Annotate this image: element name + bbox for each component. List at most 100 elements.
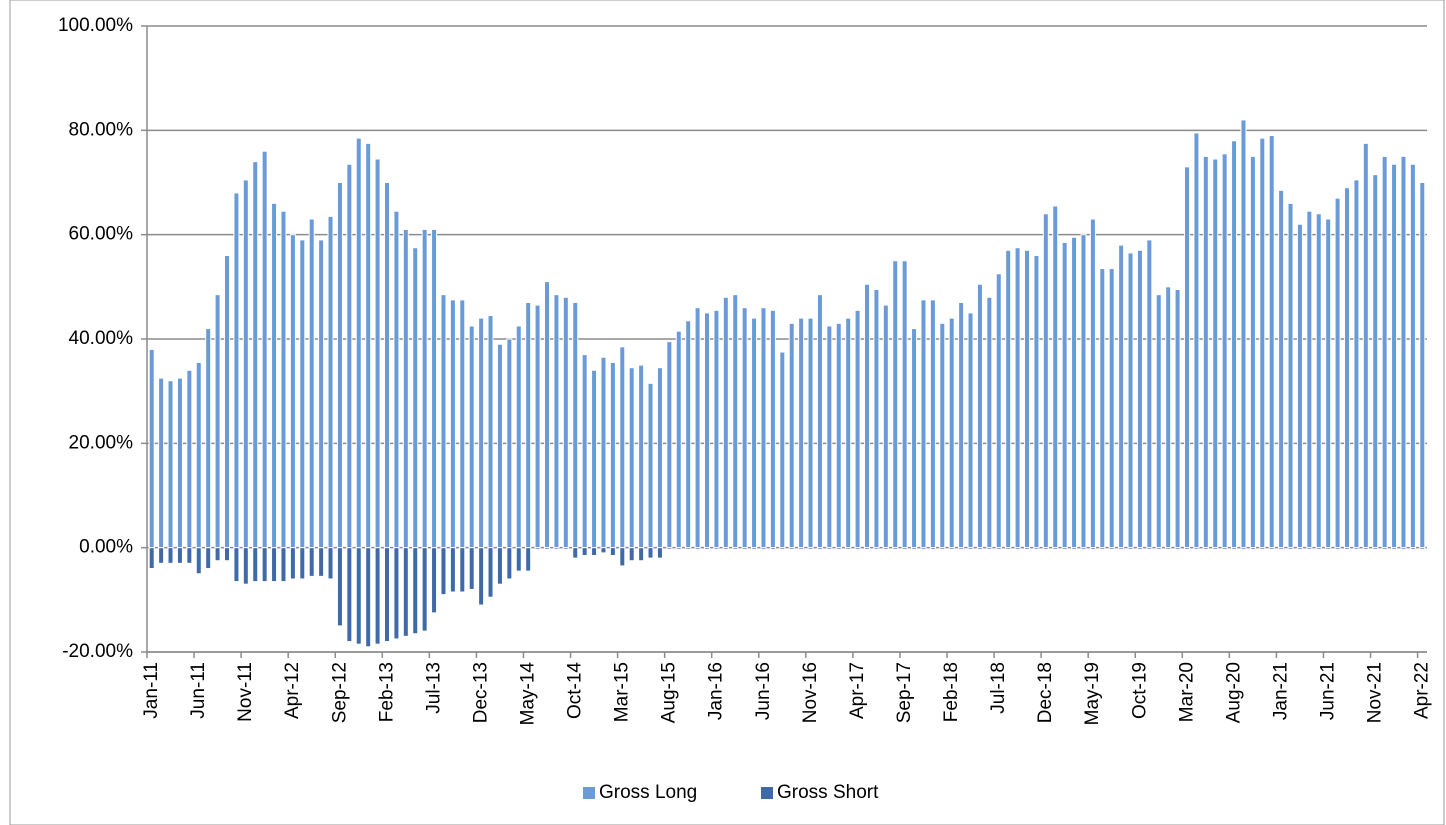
bar xyxy=(1184,547,1190,550)
bar xyxy=(1014,547,1021,550)
bar xyxy=(1372,547,1379,550)
bar xyxy=(581,547,588,556)
bar xyxy=(393,210,400,549)
bar xyxy=(939,547,946,550)
bar xyxy=(506,547,513,580)
bar xyxy=(1042,547,1049,550)
legend-swatch xyxy=(583,787,595,799)
bar xyxy=(1315,547,1322,550)
bar xyxy=(741,547,748,550)
bar xyxy=(656,547,663,559)
y-tick-label: 60.00% xyxy=(69,224,134,245)
bar xyxy=(816,547,823,550)
bar xyxy=(638,547,645,562)
bar xyxy=(1306,210,1313,549)
bar xyxy=(440,294,447,549)
bar xyxy=(167,547,174,564)
bar xyxy=(741,307,748,549)
bar xyxy=(1249,547,1256,550)
bar xyxy=(327,547,334,580)
bar xyxy=(1052,547,1059,550)
bar xyxy=(1146,239,1153,549)
bar xyxy=(1344,547,1350,550)
bar xyxy=(826,325,833,549)
bar xyxy=(751,547,758,550)
y-tick-label: 80.00% xyxy=(69,119,134,140)
bar xyxy=(1249,155,1256,549)
bar xyxy=(769,547,776,550)
bar xyxy=(1287,547,1294,550)
bar xyxy=(1136,249,1143,549)
bar xyxy=(722,547,729,550)
bar xyxy=(1278,189,1285,549)
bar xyxy=(666,547,673,550)
bar xyxy=(374,158,381,549)
x-tick-label: May-14 xyxy=(517,662,538,726)
bar xyxy=(1391,163,1398,549)
bar xyxy=(1400,155,1407,549)
bar xyxy=(1353,179,1360,549)
bar xyxy=(525,301,532,549)
bar xyxy=(685,547,692,550)
bar xyxy=(1193,547,1200,550)
y-tick-label: 40.00% xyxy=(69,328,134,349)
bar xyxy=(976,547,983,550)
x-tick-label: Mar-15 xyxy=(612,662,633,722)
bar xyxy=(1391,547,1398,550)
y-tick-label: 20.00% xyxy=(69,432,134,453)
bar xyxy=(920,547,927,550)
bar xyxy=(1005,547,1012,550)
bar xyxy=(336,547,343,627)
bar xyxy=(327,215,334,549)
bar xyxy=(1296,547,1303,550)
bar xyxy=(591,547,598,556)
bar xyxy=(214,294,221,549)
bar xyxy=(214,547,221,562)
bar xyxy=(760,547,767,550)
x-tick-label: Jan-16 xyxy=(706,662,727,720)
bar xyxy=(1221,547,1228,550)
bar xyxy=(713,547,720,550)
bar xyxy=(995,547,1002,550)
bar xyxy=(948,317,955,549)
bar xyxy=(384,182,390,549)
bar xyxy=(628,547,635,562)
bar xyxy=(929,547,936,550)
bar xyxy=(788,322,795,549)
bar xyxy=(967,547,974,550)
bar xyxy=(233,547,240,583)
bar xyxy=(845,547,852,550)
bar xyxy=(1268,135,1275,549)
bar xyxy=(1061,241,1068,549)
x-tick-label: Jan-21 xyxy=(1270,662,1291,720)
bar xyxy=(402,228,409,549)
x-tick-label: Nov-11 xyxy=(235,662,256,722)
bar xyxy=(600,547,607,554)
bar xyxy=(412,247,419,549)
bar xyxy=(374,547,381,645)
bar xyxy=(760,307,767,549)
bar xyxy=(722,296,729,549)
bar xyxy=(1108,547,1115,550)
bar xyxy=(487,315,494,549)
bar xyxy=(901,547,908,550)
bar xyxy=(186,547,193,564)
bar xyxy=(148,348,155,549)
x-tick-label: Oct-14 xyxy=(565,662,586,719)
bar xyxy=(967,312,974,549)
bar xyxy=(1306,547,1313,550)
bar xyxy=(158,377,165,549)
bar xyxy=(365,547,372,648)
bar xyxy=(478,547,485,606)
bar xyxy=(252,547,259,583)
bar xyxy=(911,328,918,549)
bar xyxy=(496,343,503,549)
bar xyxy=(1409,163,1416,549)
bar xyxy=(1089,547,1096,550)
bar xyxy=(176,377,183,549)
bar xyxy=(694,307,701,549)
bar xyxy=(864,283,870,549)
bar xyxy=(1118,244,1125,549)
x-tick-label: Jan-11 xyxy=(141,662,162,719)
bar xyxy=(336,182,343,549)
